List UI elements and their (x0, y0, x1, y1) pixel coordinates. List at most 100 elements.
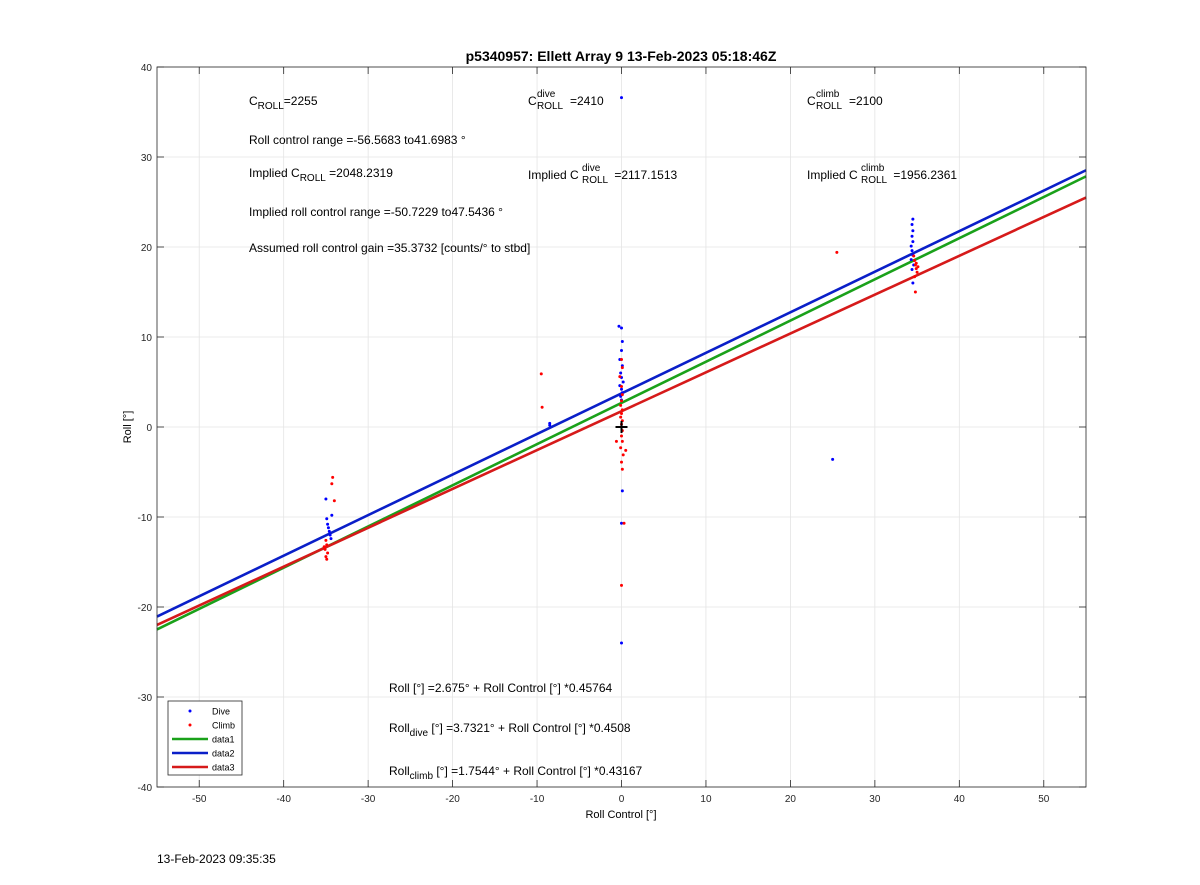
x-tick-label: 10 (700, 794, 712, 805)
dive-point (328, 533, 332, 537)
fit-all-annotation: Roll [°] =2.675° + Roll Control [°] *0.4… (389, 681, 613, 695)
legend: Dive Climb data1 data2 data3 (167, 700, 243, 776)
x-tick-label: 20 (785, 794, 797, 805)
climb-point (913, 259, 917, 262)
y-tick-label: -30 (138, 693, 153, 704)
footer-timestamp: 13-Feb-2023 09:35:35 (157, 852, 276, 866)
c-roll-annotation: CROLL=2255 (249, 94, 318, 112)
annotations: CROLL=2255 Cdive ROLL =2410 Cclimb ROLL =210… (249, 89, 957, 782)
climb-point (620, 358, 623, 361)
climb-point (835, 250, 839, 254)
climb-point (323, 547, 327, 551)
dive-point (327, 529, 331, 533)
climb-point (622, 521, 626, 525)
y-axis-label: Roll [°] (122, 411, 134, 444)
fit-climb-annotation: Rollclimb [°] =1.7544° + Roll Control [°… (389, 764, 643, 782)
c-roll-climb-annotation: Cclimb ROLL =2100 (807, 89, 883, 112)
climb-point (614, 439, 618, 443)
climb-point (620, 467, 624, 471)
x-tick-label: -30 (361, 794, 376, 805)
climb-point (619, 403, 623, 407)
dive-point (620, 326, 623, 330)
dive-point (548, 421, 552, 425)
climb-point (330, 482, 334, 486)
x-tick-label: -10 (530, 794, 545, 805)
climb-point (620, 439, 624, 443)
climb-point (324, 538, 328, 542)
climb-point (332, 499, 336, 503)
climb-point (624, 448, 628, 452)
climb-point (620, 460, 623, 464)
legend-items: Dive Climb data1 data2 data3 (172, 707, 235, 773)
climb-point (326, 551, 330, 555)
legend-label: Climb (212, 721, 235, 731)
dive-point (620, 521, 623, 525)
c-roll-dive-annotation: Cdive ROLL =2410 (528, 89, 604, 112)
x-tick-label: -50 (192, 794, 207, 805)
roll-control-range-annotation: Roll control range =-56.5683 to41.6983 ° (249, 133, 466, 147)
climb-point (620, 385, 623, 388)
climb-point (325, 543, 329, 547)
y-tick-label: 0 (146, 423, 152, 434)
legend-swatch-climb (188, 723, 192, 727)
climb-point (913, 290, 917, 294)
climb-point (619, 415, 623, 419)
dive-point (621, 380, 625, 384)
climb-point (620, 583, 623, 587)
climb-point (914, 261, 918, 265)
y-tick-label: 40 (141, 63, 153, 74)
climb-point (620, 399, 623, 403)
fit-dive-annotation: Rolldive [°] =3.7321° + Roll Control [°]… (389, 721, 631, 739)
dive-point (330, 513, 334, 517)
origin-marker (615, 421, 628, 433)
dive-point (911, 240, 915, 244)
climb-point (621, 453, 625, 457)
dive-point (617, 324, 621, 328)
climb-point (539, 372, 543, 376)
dive-point (911, 281, 915, 285)
dive-point (324, 497, 328, 501)
y-tick-label: 30 (141, 153, 153, 164)
dive-point (619, 371, 623, 375)
climb-point (620, 412, 623, 415)
assumed-gain-annotation: Assumed roll control gain =35.3732 [coun… (249, 241, 530, 255)
dive-point (910, 234, 914, 238)
climb-point (620, 366, 624, 370)
dive-point (326, 522, 330, 526)
x-tick-label: 40 (954, 794, 966, 805)
x-axis-label: Roll Control [°] (585, 809, 656, 821)
dive-point (326, 526, 330, 530)
axis-ticks: -50 -40 -30 -20 -10 0 10 20 30 40 50 -40 -30 -20 -10 0 1… (138, 63, 1086, 805)
climb-point (540, 405, 544, 409)
climb-point (912, 254, 916, 258)
climb-point (324, 555, 328, 559)
dive-point (620, 340, 624, 343)
climb-point (620, 393, 624, 397)
legend-label: data3 (212, 763, 235, 773)
x-tick-label: -20 (445, 794, 460, 805)
dive-point (620, 387, 623, 391)
y-tick-label: -10 (138, 513, 153, 524)
legend-label: data2 (212, 749, 235, 759)
legend-label: Dive (212, 707, 230, 717)
legend-swatch-dive (188, 709, 192, 713)
climb-point (915, 270, 919, 274)
implied-roll-control-range-annotation: Implied roll control range =-50.7229 to4… (249, 205, 503, 219)
dive-point (831, 457, 835, 461)
y-tick-label: 10 (141, 333, 153, 344)
dive-point (910, 223, 914, 226)
chart-title: p5340957: Ellett Array 9 13-Feb-2023 05:… (466, 48, 777, 64)
climb-point (331, 475, 335, 479)
dive-point (909, 258, 913, 262)
legend-label: data1 (212, 735, 235, 745)
dive-point (325, 517, 329, 521)
climb-point (916, 265, 920, 269)
dive-point (909, 244, 913, 248)
data-points (322, 96, 920, 645)
climb-point (913, 275, 917, 279)
implied-c-roll-annotation: Implied CROLL =2048.2319 (249, 166, 393, 184)
dive-point (620, 641, 623, 645)
y-tick-label: -20 (138, 603, 153, 614)
